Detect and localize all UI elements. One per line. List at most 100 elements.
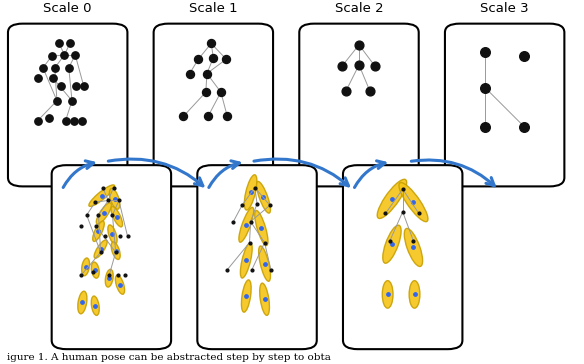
Point <box>82 212 91 218</box>
Point <box>223 114 232 119</box>
Point <box>96 246 105 252</box>
Point <box>409 238 418 244</box>
Point <box>337 63 346 69</box>
Point <box>409 199 418 205</box>
Point <box>105 272 114 278</box>
Ellipse shape <box>259 246 270 281</box>
Point <box>103 198 113 203</box>
Point <box>45 115 54 121</box>
Ellipse shape <box>383 225 401 263</box>
Ellipse shape <box>108 225 117 244</box>
Point <box>57 83 66 89</box>
Point <box>260 296 269 302</box>
Point <box>185 71 194 76</box>
Point <box>123 233 132 239</box>
Ellipse shape <box>255 210 268 246</box>
Point <box>265 202 274 208</box>
Point <box>481 49 490 55</box>
Point <box>94 228 103 234</box>
Ellipse shape <box>96 203 112 224</box>
Point <box>110 196 119 202</box>
FancyBboxPatch shape <box>197 165 317 349</box>
Point <box>108 212 117 218</box>
Point <box>92 223 101 229</box>
Point <box>96 249 105 255</box>
Point <box>242 222 251 228</box>
Ellipse shape <box>116 275 124 294</box>
Point <box>260 240 269 245</box>
Point <box>207 40 216 46</box>
Point <box>409 245 418 250</box>
Point <box>111 248 120 254</box>
Point <box>69 118 79 124</box>
Point <box>201 89 210 95</box>
Point <box>385 238 394 244</box>
Point <box>91 303 100 309</box>
Ellipse shape <box>111 206 123 227</box>
Point <box>112 214 121 219</box>
Ellipse shape <box>260 283 269 315</box>
Point <box>383 292 392 297</box>
Point <box>114 198 124 203</box>
Point <box>342 88 351 94</box>
Point <box>39 65 48 71</box>
Ellipse shape <box>78 291 87 314</box>
Text: Scale 0: Scale 0 <box>43 2 92 15</box>
Point <box>81 264 91 270</box>
Point <box>71 52 80 58</box>
Point <box>61 118 70 124</box>
FancyBboxPatch shape <box>8 24 127 186</box>
Point <box>194 56 203 62</box>
Ellipse shape <box>91 296 99 316</box>
Point <box>54 40 64 46</box>
Point <box>47 54 56 59</box>
Point <box>410 292 419 297</box>
Ellipse shape <box>377 179 406 218</box>
Point <box>208 55 218 61</box>
Text: Scale 2: Scale 2 <box>335 2 383 15</box>
Text: Scale 1: Scale 1 <box>189 2 238 15</box>
Point <box>387 241 397 247</box>
Ellipse shape <box>91 262 99 278</box>
Point <box>203 114 213 119</box>
Point <box>237 202 246 208</box>
Ellipse shape <box>93 221 105 241</box>
FancyArrowPatch shape <box>63 161 93 187</box>
FancyArrowPatch shape <box>411 160 494 186</box>
Point <box>365 88 374 94</box>
Point <box>354 42 364 48</box>
Point <box>398 186 408 192</box>
Point <box>266 267 276 273</box>
Ellipse shape <box>111 242 120 260</box>
Point <box>50 65 60 71</box>
Point <box>72 83 81 89</box>
Point <box>94 212 103 218</box>
Point <box>79 83 89 89</box>
Point <box>398 209 408 215</box>
FancyArrowPatch shape <box>254 159 349 186</box>
Point <box>242 257 251 263</box>
Point <box>91 199 100 205</box>
Point <box>247 267 256 273</box>
Point <box>60 52 69 58</box>
FancyBboxPatch shape <box>299 24 419 186</box>
Point <box>111 249 120 255</box>
Point <box>370 63 380 69</box>
Point <box>519 124 529 130</box>
Point <box>97 193 106 198</box>
Point <box>387 196 397 202</box>
Ellipse shape <box>105 269 113 287</box>
Ellipse shape <box>256 181 270 213</box>
FancyBboxPatch shape <box>51 165 171 349</box>
Point <box>179 114 188 119</box>
Point <box>481 124 490 130</box>
FancyArrowPatch shape <box>108 159 203 186</box>
Point <box>246 219 255 225</box>
Point <box>33 75 42 81</box>
Point <box>100 233 110 239</box>
Point <box>78 300 87 305</box>
FancyBboxPatch shape <box>154 24 273 186</box>
Point <box>65 40 75 46</box>
Point <box>108 232 117 237</box>
Point <box>98 185 107 190</box>
